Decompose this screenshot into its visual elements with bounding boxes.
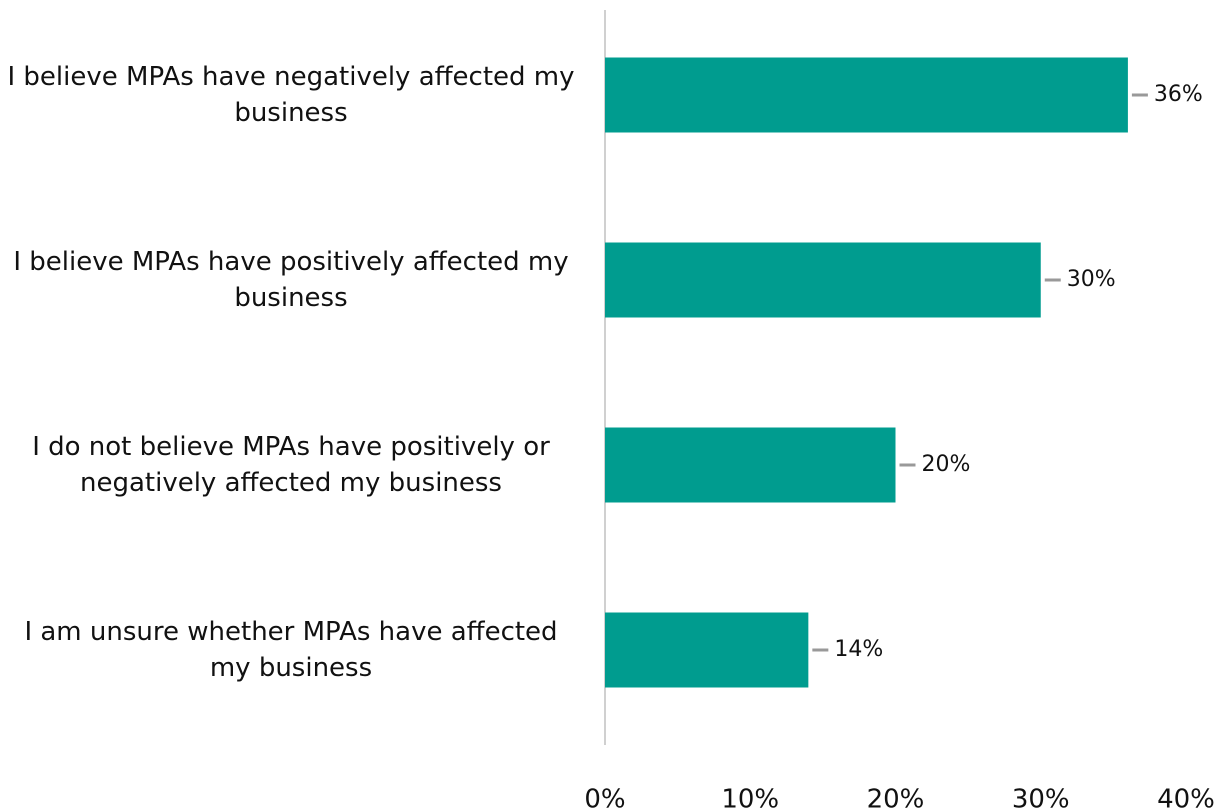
bar <box>605 612 809 688</box>
x-tick-label: 20% <box>867 785 925 812</box>
x-tick-label: 40% <box>1157 785 1215 812</box>
category-label: I believe MPAs have positively affected … <box>13 247 569 313</box>
bar <box>605 427 896 503</box>
category-label: I believe MPAs have negatively affected … <box>7 62 575 128</box>
bar <box>605 242 1041 318</box>
value-label: 20% <box>922 452 971 477</box>
x-tick-label: 10% <box>721 785 779 812</box>
x-tick-label: 0% <box>584 785 625 812</box>
value-label: 36% <box>1154 82 1203 107</box>
category-label: I am unsure whether MPAs have affected m… <box>24 617 558 683</box>
bar <box>605 57 1128 133</box>
category-label: I do not believe MPAs have positively or… <box>32 432 550 498</box>
value-label: 30% <box>1067 267 1116 292</box>
value-label: 14% <box>834 637 883 662</box>
x-tick-label: 30% <box>1012 785 1070 812</box>
